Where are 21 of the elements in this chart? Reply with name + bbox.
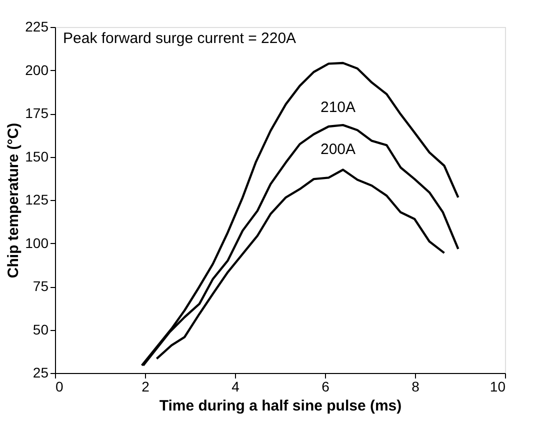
- annotation: Peak forward surge current = 220A: [63, 30, 296, 47]
- x-tick-label: 8: [412, 378, 420, 394]
- x-tick-label: 0: [56, 378, 64, 394]
- annotation: 200A: [320, 141, 356, 158]
- y-tick-label: 100: [25, 234, 49, 251]
- y-axis-title: Chip temperature (°C): [5, 122, 22, 278]
- y-tick-label: 50: [32, 321, 49, 338]
- x-tick-label: 10: [490, 378, 506, 394]
- y-tick-label: 150: [25, 148, 49, 164]
- y-tick-label: 225: [25, 18, 49, 34]
- y-tick-label: 125: [25, 192, 49, 208]
- x-axis-title: Time during a half sine pulse (ms): [159, 398, 402, 414]
- y-tick-label: 75: [32, 278, 49, 294]
- y-tick-label: 25: [32, 364, 49, 380]
- x-tick-label: 4: [232, 378, 240, 394]
- y-tick-label: 175: [25, 105, 49, 121]
- annotation: 210A: [320, 99, 356, 116]
- x-tick-label: 2: [142, 378, 150, 394]
- y-tick-label: 200: [25, 62, 49, 78]
- x-tick-label: 6: [322, 378, 330, 394]
- line-series: [156, 168, 446, 360]
